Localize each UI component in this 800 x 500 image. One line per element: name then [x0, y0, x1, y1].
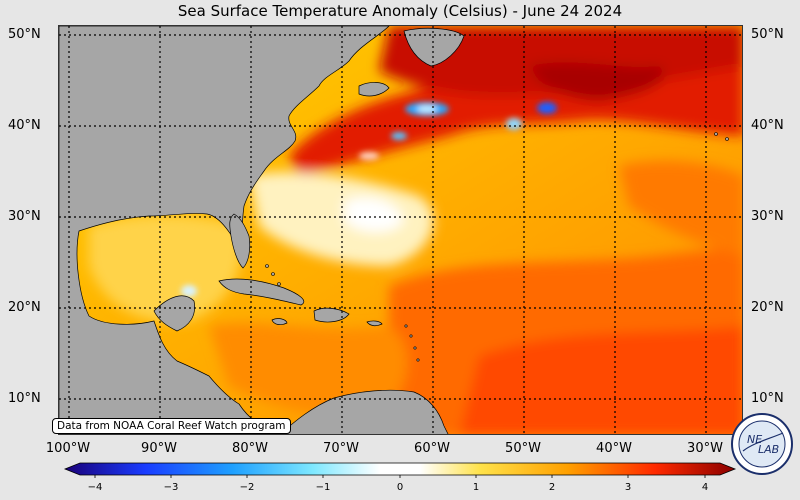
lat-label-left: 50°N	[8, 27, 41, 42]
lat-label-right: 20°N	[751, 300, 784, 315]
lat-label-left: 10°N	[8, 391, 41, 406]
colorbar-tick: 1	[472, 482, 480, 493]
island-specks	[265, 132, 729, 362]
lon-label: 100°W	[45, 441, 91, 456]
lat-label-right: 30°N	[751, 209, 784, 224]
land-masses	[59, 26, 465, 434]
lat-label-left: 40°N	[8, 118, 41, 133]
colorbar-tick: 3	[624, 482, 632, 493]
colorbar-tick: −4	[87, 482, 103, 493]
logo-text-bottom: LAB	[758, 443, 779, 456]
lon-label: 30°W	[687, 441, 723, 456]
colorbar-tick: −1	[315, 482, 331, 493]
cold-eddies	[181, 102, 557, 297]
data-credit-label: Data from NOAA Coral Reef Watch program	[52, 418, 291, 434]
lon-label: 40°W	[596, 441, 632, 456]
logo-text-top: NE	[747, 433, 762, 446]
lat-label-left: 20°N	[8, 300, 41, 315]
lat-label-right: 40°N	[751, 118, 784, 133]
lat-label-left: 30°N	[8, 209, 41, 224]
lon-label: 70°W	[323, 441, 359, 456]
map-title: Sea Surface Temperature Anomaly (Celsius…	[177, 2, 623, 20]
colorbar-tick: 2	[548, 482, 556, 493]
lat-label-right: 50°N	[751, 27, 784, 42]
lat-label-right: 10°N	[751, 391, 784, 406]
lon-label: 80°W	[232, 441, 268, 456]
lon-label: 60°W	[414, 441, 450, 456]
colorbar-tick: −2	[239, 482, 255, 493]
graticule	[59, 26, 742, 434]
lon-label: 90°W	[141, 441, 177, 456]
colorbar-tick: −3	[163, 482, 179, 493]
sst-anomaly-map	[58, 25, 743, 435]
lab-logo: NE LAB	[731, 413, 793, 475]
lon-label: 50°W	[505, 441, 541, 456]
colorbar	[60, 462, 740, 484]
colorbar-tick: 4	[701, 482, 709, 493]
colorbar-tick: 0	[396, 482, 404, 493]
